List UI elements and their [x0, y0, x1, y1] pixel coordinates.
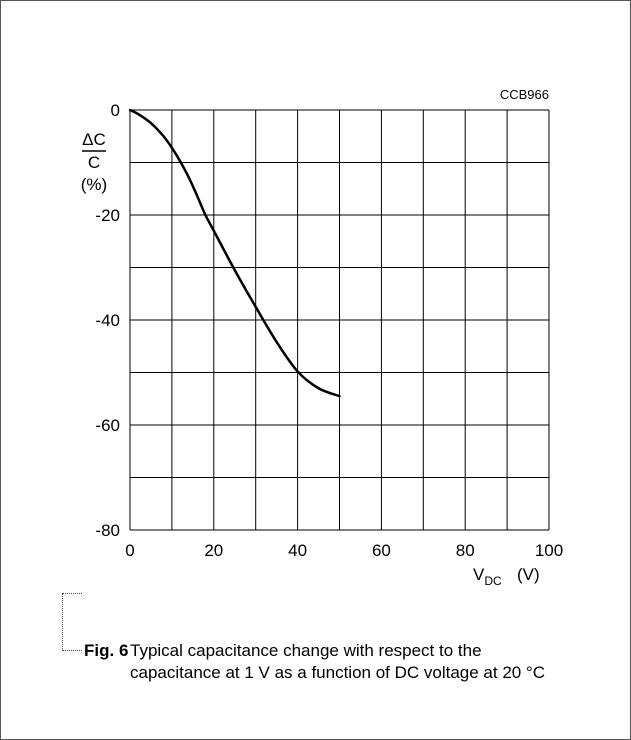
x-tick-label-3: 60	[372, 541, 391, 560]
y-tick-label-2: -40	[95, 311, 120, 330]
y-axis-label-unit: (%)	[81, 175, 107, 194]
x-axis-label-unit: (V)	[517, 565, 540, 584]
y-tick-label-1: -20	[95, 206, 120, 225]
x-tick-label-5: 100	[535, 541, 563, 560]
y-tick-label-0: 0	[111, 101, 120, 120]
figure-number: Fig. 6	[84, 641, 129, 660]
x-axis-label-main: V	[473, 565, 485, 584]
y-axis-label-numerator: ΔC	[82, 130, 106, 149]
x-tick-label-1: 20	[204, 541, 223, 560]
chart-grid	[129, 109, 550, 531]
caption-bracket	[62, 593, 82, 651]
figure-caption-text: Typical capacitance change with respect …	[130, 641, 546, 682]
chart-tick-labels: 0 20 40 60 80 100 0 -20 -40 -60 -80	[95, 101, 563, 560]
y-axis-label-denominator: C	[88, 153, 100, 172]
x-axis-label: VDC	[473, 565, 502, 588]
x-tick-label-0: 0	[125, 541, 134, 560]
series-line-capacitance-change	[128, 108, 341, 398]
chart-id-label: CCB966	[500, 87, 549, 102]
x-tick-label-2: 40	[288, 541, 307, 560]
y-tick-label-4: -80	[95, 521, 120, 540]
y-tick-label-3: -60	[95, 416, 120, 435]
x-tick-label-4: 80	[456, 541, 475, 560]
x-axis-label-subscript: DC	[484, 574, 502, 588]
